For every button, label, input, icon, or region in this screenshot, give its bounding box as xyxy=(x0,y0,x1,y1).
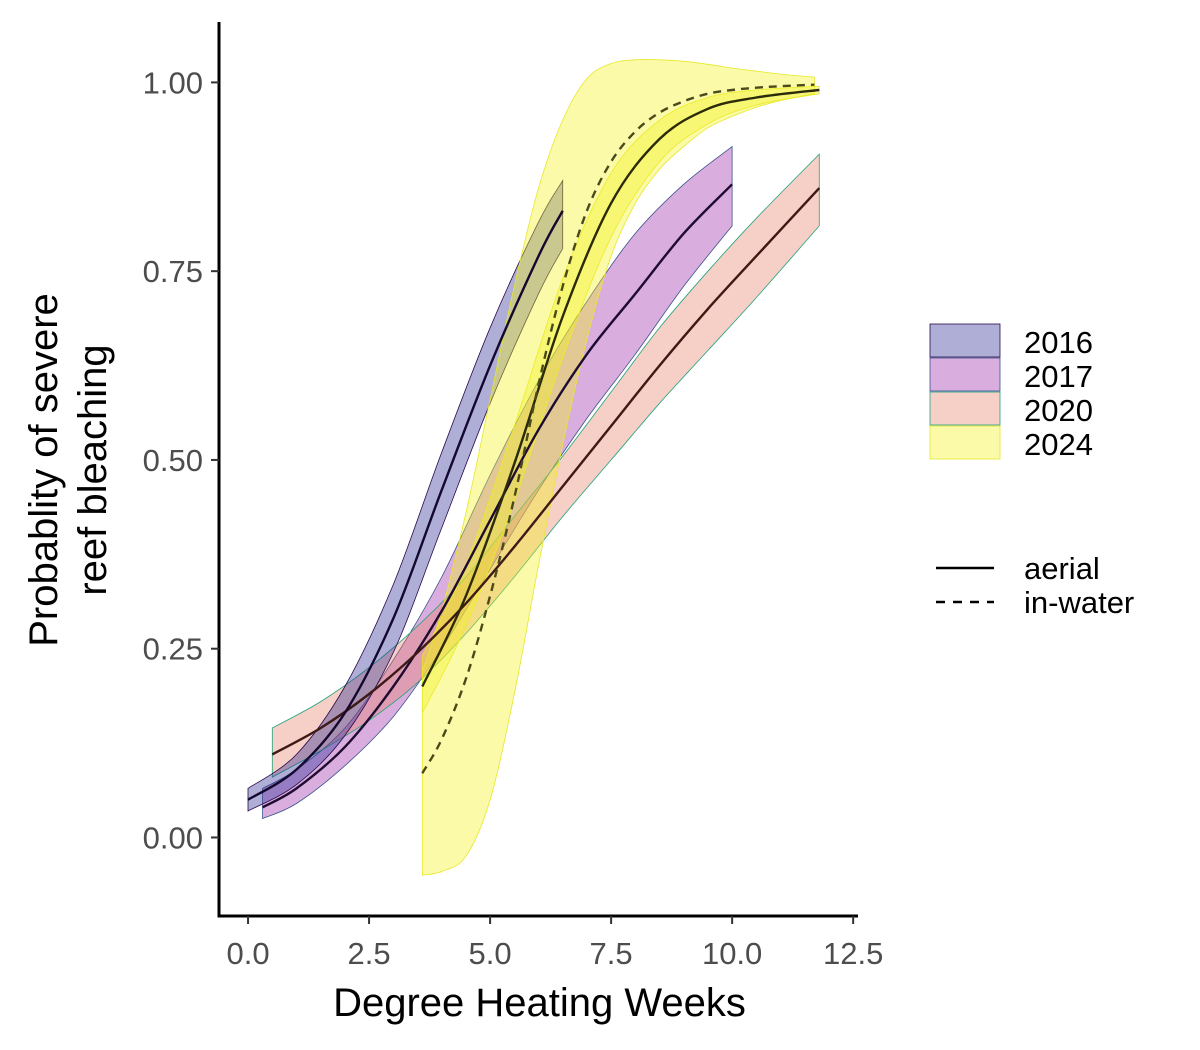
legend-label-aerial: aerial xyxy=(1024,551,1100,586)
curve-2017-aerial xyxy=(262,183,733,809)
x-tick-label: 0.0 xyxy=(226,936,269,971)
legend-label-2016: 2016 xyxy=(1024,325,1093,360)
axis-titles: Degree Heating Weeks Probablity of sever… xyxy=(22,293,746,1025)
curve-2020-aerial xyxy=(271,187,821,756)
y-tick-label: 0.50 xyxy=(143,443,203,478)
x-tick-label: 12.5 xyxy=(823,936,883,971)
legend-label-2020: 2020 xyxy=(1024,393,1093,428)
confidence-band-2016-aerial xyxy=(247,179,564,812)
y-tick-label: 0.75 xyxy=(143,254,203,289)
y-tick-label: 1.00 xyxy=(143,65,203,100)
curve-2024-aerial xyxy=(421,88,820,688)
fitted-curves xyxy=(247,83,821,809)
x-tick-label: 2.5 xyxy=(348,936,391,971)
confidence-band-2024-aerial xyxy=(421,85,820,714)
confidence-band-2024-in-water xyxy=(421,59,815,876)
confidence-band-2020-aerial xyxy=(271,153,820,778)
y-axis-title: Probablity of severe reef bleaching xyxy=(22,293,115,647)
x-tick-label: 7.5 xyxy=(590,936,633,971)
x-tick-label: 10.0 xyxy=(702,936,762,971)
axes xyxy=(217,22,858,918)
legend-swatch-2017 xyxy=(929,357,1001,392)
legend-label-2024: 2024 xyxy=(1024,427,1093,462)
x-axis-title: Degree Heating Weeks xyxy=(333,981,746,1025)
legend-label-2017: 2017 xyxy=(1024,359,1093,394)
legend-swatch-2024 xyxy=(929,425,1001,460)
x-tick-label: 5.0 xyxy=(469,936,512,971)
y-axis-title-line-2: reef bleaching xyxy=(71,344,115,595)
legend-swatch-2020 xyxy=(929,391,1001,426)
legend-swatch-2016 xyxy=(929,323,1001,358)
curve-2016-aerial xyxy=(247,210,564,801)
tick-marks: 0.0 2.5 5.0 7.5 10.0 12.5 0.00 0.25 0.50 0.75 1.00 xyxy=(143,65,884,971)
curve-2024-in-water xyxy=(421,83,815,774)
confidence-bands xyxy=(247,59,820,876)
y-axis-title-line-1: Probablity of severe xyxy=(22,293,66,647)
y-tick-label: 0.00 xyxy=(143,820,203,855)
confidence-band-2017-aerial xyxy=(262,145,733,820)
legend-label-in-water: in-water xyxy=(1024,585,1134,620)
y-tick-label: 0.25 xyxy=(143,632,203,667)
